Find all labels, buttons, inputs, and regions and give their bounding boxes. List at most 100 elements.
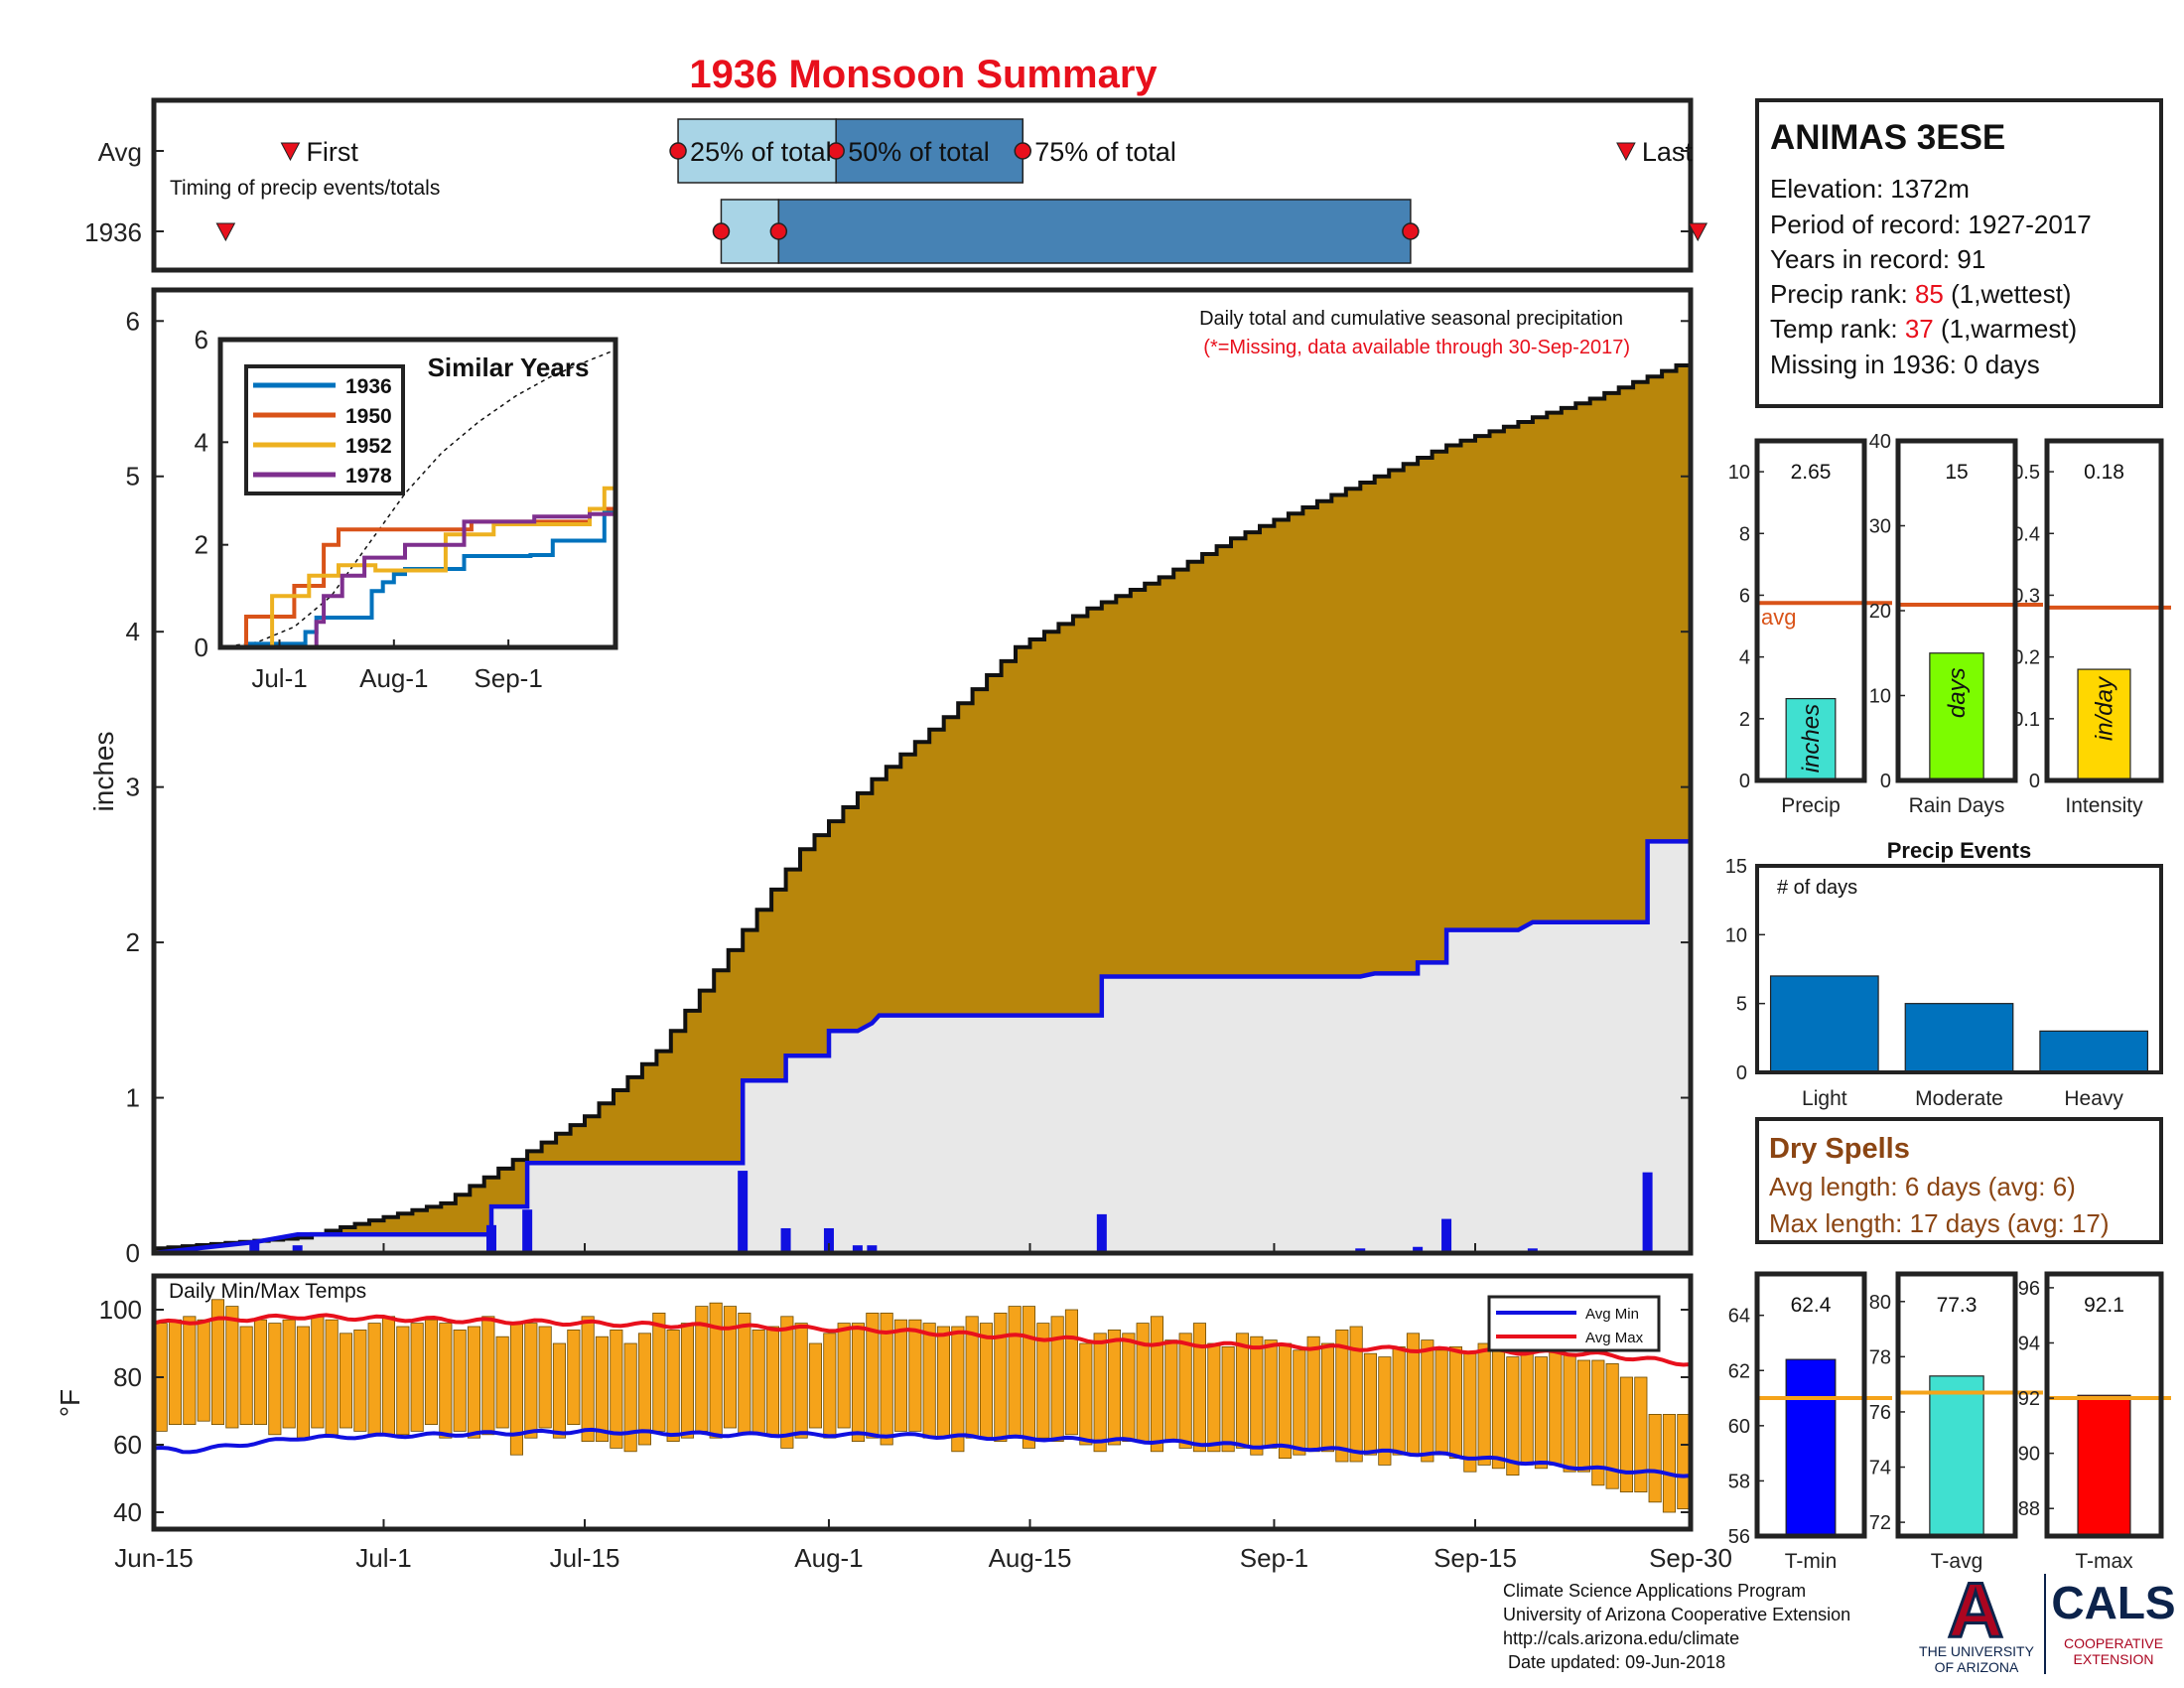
mini-chart-y-tick-label: 58: [1728, 1471, 1750, 1492]
mini-chart-category-label: T-avg: [1931, 1550, 1983, 1573]
temp-range-bar: [851, 1323, 865, 1442]
mini-chart-y-tick-label: 92: [2018, 1388, 2040, 1410]
mini-chart-value-label: 0.18: [2084, 461, 2124, 484]
temp-range-bar: [1022, 1306, 1036, 1449]
temp-range-bar: [637, 1333, 651, 1446]
temp-range-bar: [1264, 1339, 1278, 1449]
mini-chart-value-label: 77.3: [1937, 1294, 1978, 1317]
temp-range-bar: [1335, 1330, 1349, 1463]
temp-range-bar: [1363, 1352, 1378, 1456]
temp-range-bar: [424, 1319, 438, 1425]
event-category-label: Light: [1802, 1087, 1847, 1110]
daily-precip-bar: [1441, 1218, 1452, 1253]
footer-credits: Climate Science Applications Program Uni…: [1503, 1581, 1850, 1672]
temp-range-bar: [936, 1326, 950, 1439]
temp-range-bar: [439, 1323, 453, 1439]
footer-line1: Climate Science Applications Program: [1503, 1581, 1806, 1601]
x-tick-label: Sep-1: [1240, 1543, 1308, 1573]
temp-range-bar: [1036, 1323, 1050, 1439]
temp-range-bar: [168, 1319, 183, 1425]
temp-range-bar: [1534, 1356, 1549, 1470]
mini-chart-category-label: Precip: [1781, 794, 1841, 817]
temp-range-bar: [723, 1306, 737, 1429]
daily-precip-bar: [1096, 1213, 1107, 1253]
temp-summary-charts: 56 58 60 62 64 62.4 T-min 72 74 76 78 80 77.3 T-avg 88…: [1728, 1271, 2171, 1573]
daily-precip-bar: [867, 1245, 878, 1253]
mini-chart-y-tick-label: 6: [1739, 585, 1750, 607]
station-elevation: Elevation: 1372m: [1770, 174, 1970, 204]
daily-precip-bar: [738, 1171, 749, 1253]
temp-range-bar: [837, 1323, 851, 1429]
mini-chart-y-tick-label: 72: [1869, 1512, 1891, 1534]
event-category-label: Moderate: [1915, 1087, 2003, 1110]
legend-label-1952: 1952: [345, 435, 392, 458]
temp-range-bar: [268, 1323, 282, 1436]
inset-y-tick-label: 6: [195, 325, 208, 354]
mini-chart-value-label: 2.65: [1791, 461, 1832, 484]
temp-range-bar: [1293, 1349, 1306, 1456]
year-first-marker: [215, 222, 236, 242]
avg-max-line: [153, 1313, 1692, 1367]
mini-chart-y-tick-label: 0.5: [2012, 462, 2040, 484]
temp-range-bar: [623, 1342, 637, 1453]
events-y-tick-label: 0: [1736, 1062, 1747, 1084]
temp-range-bar: [1150, 1316, 1164, 1453]
x-tick-label: Sep-30: [1649, 1543, 1732, 1573]
event-bar-heavy: [2039, 1030, 2149, 1073]
temp-range-bar: [1306, 1336, 1320, 1453]
temp-range-bar: [680, 1323, 694, 1439]
temp-range-bar: [325, 1319, 339, 1436]
year-q50-q75-bar: [777, 199, 1412, 264]
x-tick-label: Jul-1: [355, 1543, 411, 1573]
temp-range-bar: [1506, 1356, 1520, 1476]
temps-y-tick-label: 100: [99, 1295, 142, 1325]
temp-range-bar: [495, 1336, 509, 1429]
daily-precip-bar: [249, 1242, 260, 1253]
temp-rank-suffix: (1,warmest): [1934, 314, 2077, 344]
temp-range-bar: [1050, 1316, 1064, 1443]
mini-chart-y-tick-label: 76: [1869, 1402, 1891, 1424]
cals-logo: CALS COOPERATIVE EXTENSION: [2051, 1577, 2175, 1667]
avg-q50-marker: [827, 142, 845, 160]
temp-range-bar: [253, 1319, 267, 1425]
daily-precip-bar: [823, 1227, 834, 1253]
temp-range-bar: [1520, 1352, 1534, 1466]
cals-logo-line1: COOPERATIVE: [2064, 1635, 2163, 1651]
dry-spells-box: Dry Spells Avg length: 6 days (avg: 6) M…: [1755, 1117, 2163, 1244]
temp-range-bar: [183, 1316, 197, 1426]
temp-range-bar: [1619, 1376, 1634, 1492]
mini-chart-frame: [1754, 438, 1867, 783]
temp-range-bar: [1178, 1333, 1192, 1449]
inset-x-tick-label: Aug-1: [359, 663, 428, 693]
precip-rank-suffix: (1,wettest): [1944, 279, 2072, 309]
temp-range-bar: [794, 1323, 808, 1439]
station-missing: Missing in 1936: 0 days: [1770, 350, 2040, 379]
mini-chart-category-label: T-min: [1785, 1550, 1838, 1573]
temps-legend-frame: [1487, 1295, 1661, 1352]
mini-chart-avg-label: avg: [1761, 605, 1796, 630]
temps-legend: Avg Min Avg Max: [1487, 1295, 1661, 1352]
temp-range-bar: [1278, 1342, 1293, 1459]
temp-range-bar: [1320, 1342, 1335, 1453]
temp-range-bar: [709, 1302, 723, 1439]
temp-range-bar: [282, 1319, 296, 1429]
mini-chart-bar: [2077, 1394, 2131, 1537]
events-y-label: # of days: [1777, 877, 1857, 899]
temp-range-bar: [893, 1319, 907, 1432]
y-tick-label: 2: [126, 927, 140, 957]
mini-chart-y-tick-label: 64: [1728, 1306, 1750, 1328]
y-tick-label: 3: [126, 773, 140, 802]
mini-chart-y-tick-label: 8: [1739, 523, 1750, 545]
event-category-label: Heavy: [2064, 1087, 2123, 1110]
temp-range-bar: [396, 1326, 410, 1436]
temp-range-bar: [1008, 1306, 1022, 1439]
temp-range-bar: [1576, 1359, 1591, 1473]
temp-range-bar: [823, 1333, 837, 1439]
mini-chart-y-tick-label: 0: [1880, 771, 1891, 792]
legend-label-1950: 1950: [345, 405, 392, 428]
footer-line4: Date updated: 09-Jun-2018: [1503, 1652, 1725, 1672]
dry-spells-max: Max length: 17 days (avg: 17): [1769, 1208, 2110, 1238]
cumulative-precip-chart: 0 1 2 3 4 5 6 inches Daily total and cumulative …: [88, 287, 1694, 1268]
